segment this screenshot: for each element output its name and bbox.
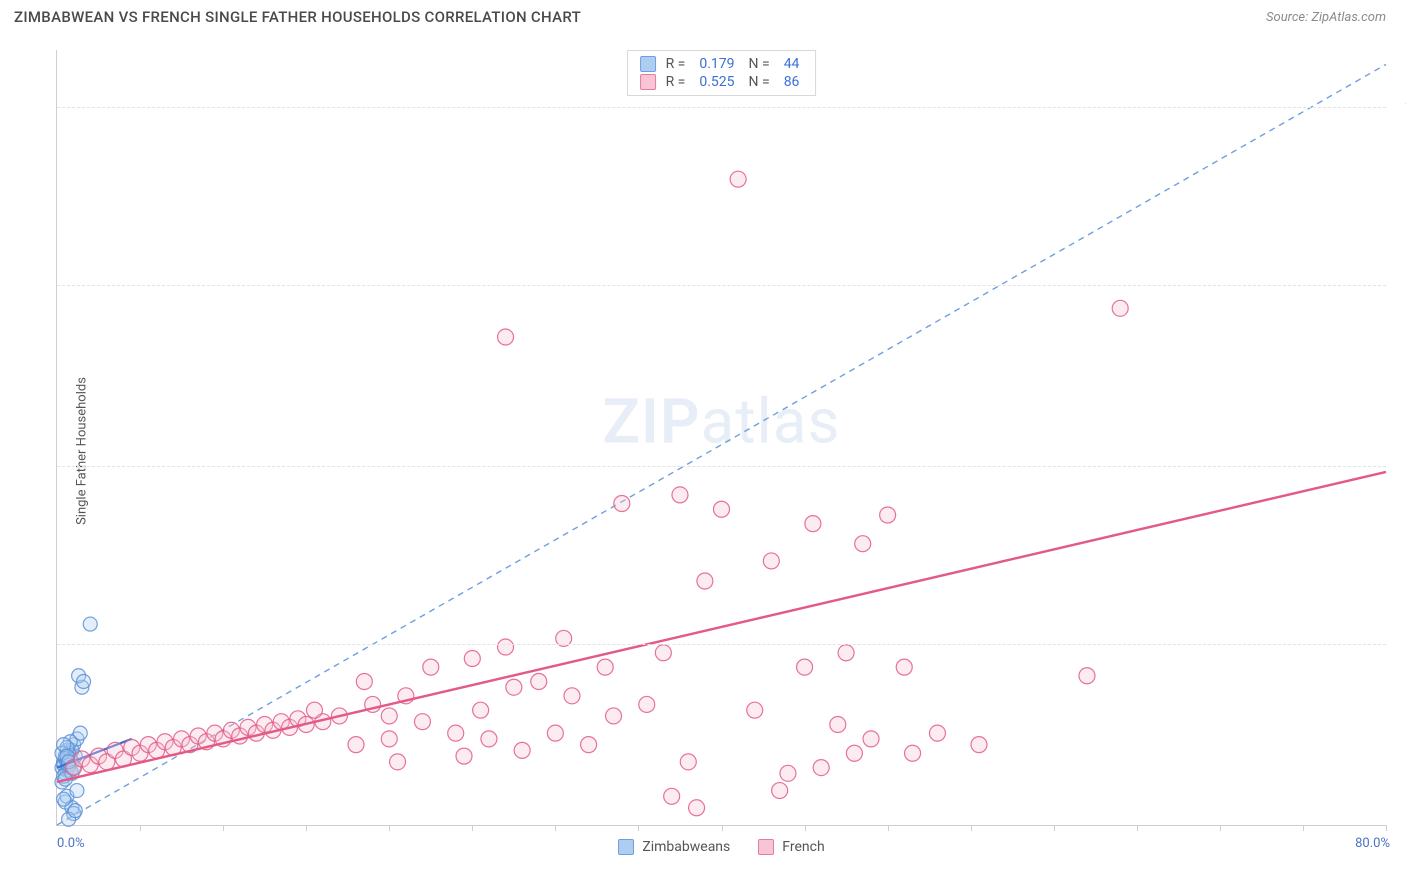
data-point [929, 725, 945, 741]
data-point [456, 748, 472, 764]
chart-title: ZIMBABWEAN VS FRENCH SINGLE FATHER HOUSE… [14, 8, 581, 26]
x-tick [306, 825, 307, 831]
x-tick [1220, 825, 1221, 831]
x-tick [971, 825, 972, 831]
x-tick [1054, 825, 1055, 831]
x-tick [472, 825, 473, 831]
data-point [464, 651, 480, 667]
data-point [614, 496, 630, 512]
plot-svg [57, 50, 1386, 825]
plot-area: ZIPatlas R =0.179N =44R =0.525N =86 Zimb… [56, 50, 1386, 826]
data-point [714, 501, 730, 517]
data-point [1112, 300, 1128, 316]
data-point [680, 754, 696, 770]
data-point [531, 673, 547, 689]
data-point [514, 742, 530, 758]
source-attribution: Source: ZipAtlas.com [1266, 10, 1386, 25]
data-point [498, 639, 514, 655]
data-point [481, 731, 497, 747]
data-point [581, 737, 597, 753]
data-point [57, 792, 71, 806]
series-legend: Zimbabweans French [57, 839, 1386, 855]
data-point [83, 617, 97, 631]
data-point [597, 659, 613, 675]
data-point [606, 708, 622, 724]
x-tick [805, 825, 806, 831]
legend-swatch [758, 839, 774, 855]
data-point [880, 507, 896, 523]
data-point [813, 760, 829, 776]
identity-line [57, 64, 1386, 825]
x-tick [1303, 825, 1304, 831]
data-point [863, 731, 879, 747]
data-point [846, 745, 862, 761]
data-point [414, 714, 430, 730]
data-point [639, 696, 655, 712]
data-point [971, 737, 987, 753]
x-tick [389, 825, 390, 831]
data-point [498, 329, 514, 345]
x-tick [722, 825, 723, 831]
x-tick [140, 825, 141, 831]
data-point [356, 673, 372, 689]
data-point [838, 645, 854, 661]
x-tick [888, 825, 889, 831]
data-point [896, 659, 912, 675]
gridline [57, 466, 1386, 467]
x-tick [555, 825, 556, 831]
gridline [57, 285, 1386, 286]
data-point [697, 573, 713, 589]
x-tick [223, 825, 224, 831]
data-point [564, 688, 580, 704]
stats-legend-row: R =0.525N =86 [640, 73, 804, 91]
x-tick [1386, 825, 1387, 831]
data-point [672, 487, 688, 503]
data-point [855, 536, 871, 552]
x-tick [1137, 825, 1138, 831]
data-point [689, 800, 705, 816]
chart-container: Single Father Households ZIPatlas R =0.1… [14, 40, 1386, 862]
data-point [390, 754, 406, 770]
x-tick [638, 825, 639, 831]
legend-swatch [640, 74, 656, 90]
legend-swatch [640, 56, 656, 72]
stats-legend-row: R =0.179N =44 [640, 55, 804, 73]
data-point [772, 783, 788, 799]
data-point [348, 737, 364, 753]
data-point [763, 553, 779, 569]
data-point [68, 804, 82, 818]
data-point [381, 731, 397, 747]
gridline [57, 644, 1386, 645]
legend-item: Zimbabweans [618, 839, 730, 855]
data-point [664, 788, 680, 804]
x-tick-label: 80.0% [1355, 836, 1390, 851]
legend-swatch [618, 839, 634, 855]
data-point [423, 659, 439, 675]
data-point [655, 645, 671, 661]
data-point [70, 784, 84, 798]
data-point [730, 171, 746, 187]
data-point [506, 679, 522, 695]
data-point [473, 702, 489, 718]
gridline [57, 107, 1386, 108]
data-point [780, 765, 796, 781]
data-point [805, 516, 821, 532]
data-point [905, 745, 921, 761]
data-point [830, 717, 846, 733]
legend-item: French [758, 839, 824, 855]
x-tick-label: 0.0% [57, 836, 85, 851]
data-point [747, 702, 763, 718]
trend-line [57, 472, 1386, 782]
data-point [77, 674, 91, 688]
data-point [797, 659, 813, 675]
data-point [381, 708, 397, 724]
data-point [306, 702, 322, 718]
data-point [448, 725, 464, 741]
stats-legend: R =0.179N =44R =0.525N =86 [627, 50, 817, 96]
data-point [547, 725, 563, 741]
data-point [1079, 668, 1095, 684]
